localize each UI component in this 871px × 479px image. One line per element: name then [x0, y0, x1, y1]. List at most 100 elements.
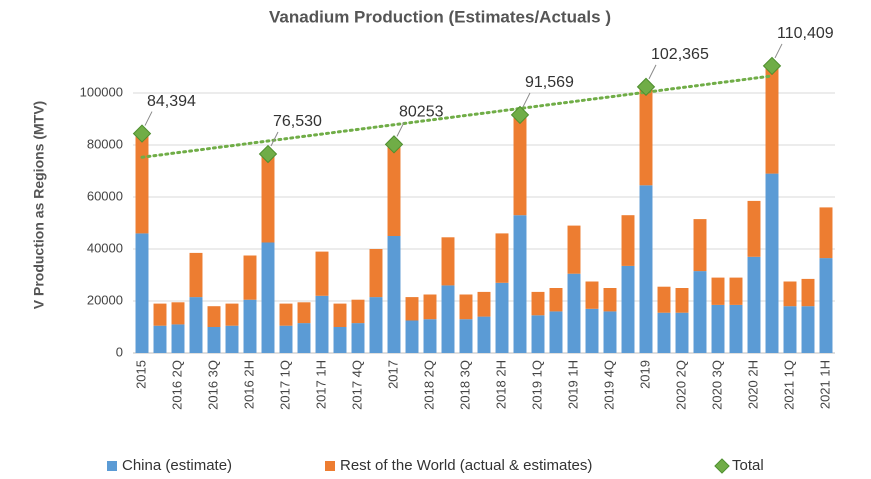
bar-segment — [639, 86, 653, 186]
bar-segment — [279, 303, 293, 326]
x-tick-label: 2018 3Q — [457, 360, 472, 410]
data-label: 80253 — [399, 104, 444, 121]
x-tick-label: 2019 4Q — [601, 360, 616, 410]
bar-segment — [639, 185, 653, 353]
bar-segment — [819, 207, 833, 259]
bar-segment — [747, 256, 761, 353]
bar-segment — [765, 173, 779, 353]
x-tick-label: 2017 1Q — [277, 360, 292, 410]
bar-segment — [135, 233, 149, 353]
x-tick-label: 2019 — [637, 360, 652, 389]
x-tick-label: 2017 1H — [313, 360, 328, 409]
leader-line — [648, 64, 657, 80]
bar-segment — [405, 297, 419, 321]
bar-segment — [387, 144, 401, 236]
bar-segment — [441, 237, 455, 286]
bar-segment — [405, 320, 419, 353]
bar-segment — [459, 294, 473, 320]
x-tick-label: 2019 1Q — [529, 360, 544, 410]
bar-segment — [315, 295, 329, 353]
bar-segment — [189, 297, 203, 353]
bar-segment — [621, 265, 635, 353]
legend-swatch — [714, 458, 730, 474]
legend-label: China (estimate) — [122, 457, 232, 474]
bar-segment — [693, 271, 707, 353]
bar-segment — [801, 278, 815, 307]
bar-segment — [279, 325, 293, 353]
y-axis-title: V Production as Regions (MTV) — [31, 101, 47, 309]
bar-segment — [171, 324, 185, 353]
bar-segment — [423, 319, 437, 353]
bar-segment — [711, 304, 725, 353]
legend-label: Rest of the World (actual & estimates) — [340, 457, 592, 474]
bar-segment — [603, 311, 617, 353]
bar-segment — [207, 327, 221, 353]
bar-segment — [585, 281, 599, 309]
leader-line — [774, 43, 783, 59]
bar-segment — [495, 233, 509, 283]
bar-segment — [513, 114, 527, 216]
bar-segment — [207, 306, 221, 327]
y-tick-label: 60000 — [87, 188, 123, 203]
total-marker — [510, 105, 530, 125]
bar-segment — [783, 281, 797, 307]
bar-segment — [261, 242, 275, 353]
bar-segment — [369, 297, 383, 353]
total-marker — [762, 56, 782, 76]
y-tick-label: 100000 — [80, 84, 123, 99]
bar-segment — [711, 277, 725, 305]
y-tick-label: 20000 — [87, 292, 123, 307]
bar-segment — [729, 277, 743, 305]
data-label: 84,394 — [147, 93, 196, 110]
bar-segment — [495, 282, 509, 353]
x-tick-label: 2020 3Q — [709, 360, 724, 410]
bar-segment — [549, 311, 563, 353]
leader-line — [144, 111, 153, 126]
leader-line — [270, 131, 279, 147]
data-label: 76,530 — [273, 113, 322, 130]
bar-segment — [351, 299, 365, 324]
bar-segment — [387, 236, 401, 353]
bar-segment — [567, 225, 581, 274]
bar-segment — [531, 291, 545, 316]
bar-segment — [675, 288, 689, 313]
bar-segment — [801, 306, 815, 353]
trendline — [140, 74, 774, 159]
bar-segment — [315, 251, 329, 296]
x-tick-label: 2020 2H — [745, 360, 760, 409]
x-tick-label: 2019 1H — [565, 360, 580, 409]
x-tick-label: 2020 2Q — [673, 360, 688, 410]
x-tick-label: 2017 — [385, 360, 400, 389]
bar-segment — [783, 306, 797, 353]
bar-segment — [171, 302, 185, 325]
bar-segment — [225, 325, 239, 353]
x-tick-label: 2021 1H — [817, 360, 832, 409]
bar-segment — [459, 319, 473, 353]
bar-segment — [477, 291, 491, 317]
bar-segment — [189, 252, 203, 298]
total-marker — [132, 124, 152, 143]
bar-segment — [243, 255, 257, 300]
bar-segment — [333, 327, 347, 353]
bar-segment — [153, 325, 167, 353]
y-tick-label: 0 — [116, 344, 123, 359]
bar-segment — [675, 312, 689, 353]
x-tick-label: 2016 2H — [241, 360, 256, 409]
total-marker — [258, 144, 278, 164]
bar-segment — [297, 302, 311, 324]
legend-swatch — [107, 461, 117, 471]
bar-segment — [297, 323, 311, 353]
bar-segment — [441, 285, 455, 353]
bar-segment — [549, 288, 563, 312]
bar-segment — [153, 303, 167, 326]
bar-segment — [477, 316, 491, 353]
bar-segment — [621, 215, 635, 266]
total-marker — [636, 77, 656, 97]
bar-segment — [765, 65, 779, 174]
bar-segment — [819, 258, 833, 353]
chart-title: Vanadium Production (Estimates/Actuals ) — [269, 7, 611, 26]
x-tick-label: 2021 1Q — [781, 360, 796, 410]
bar-segment — [423, 294, 437, 320]
legend-swatch — [325, 461, 335, 471]
